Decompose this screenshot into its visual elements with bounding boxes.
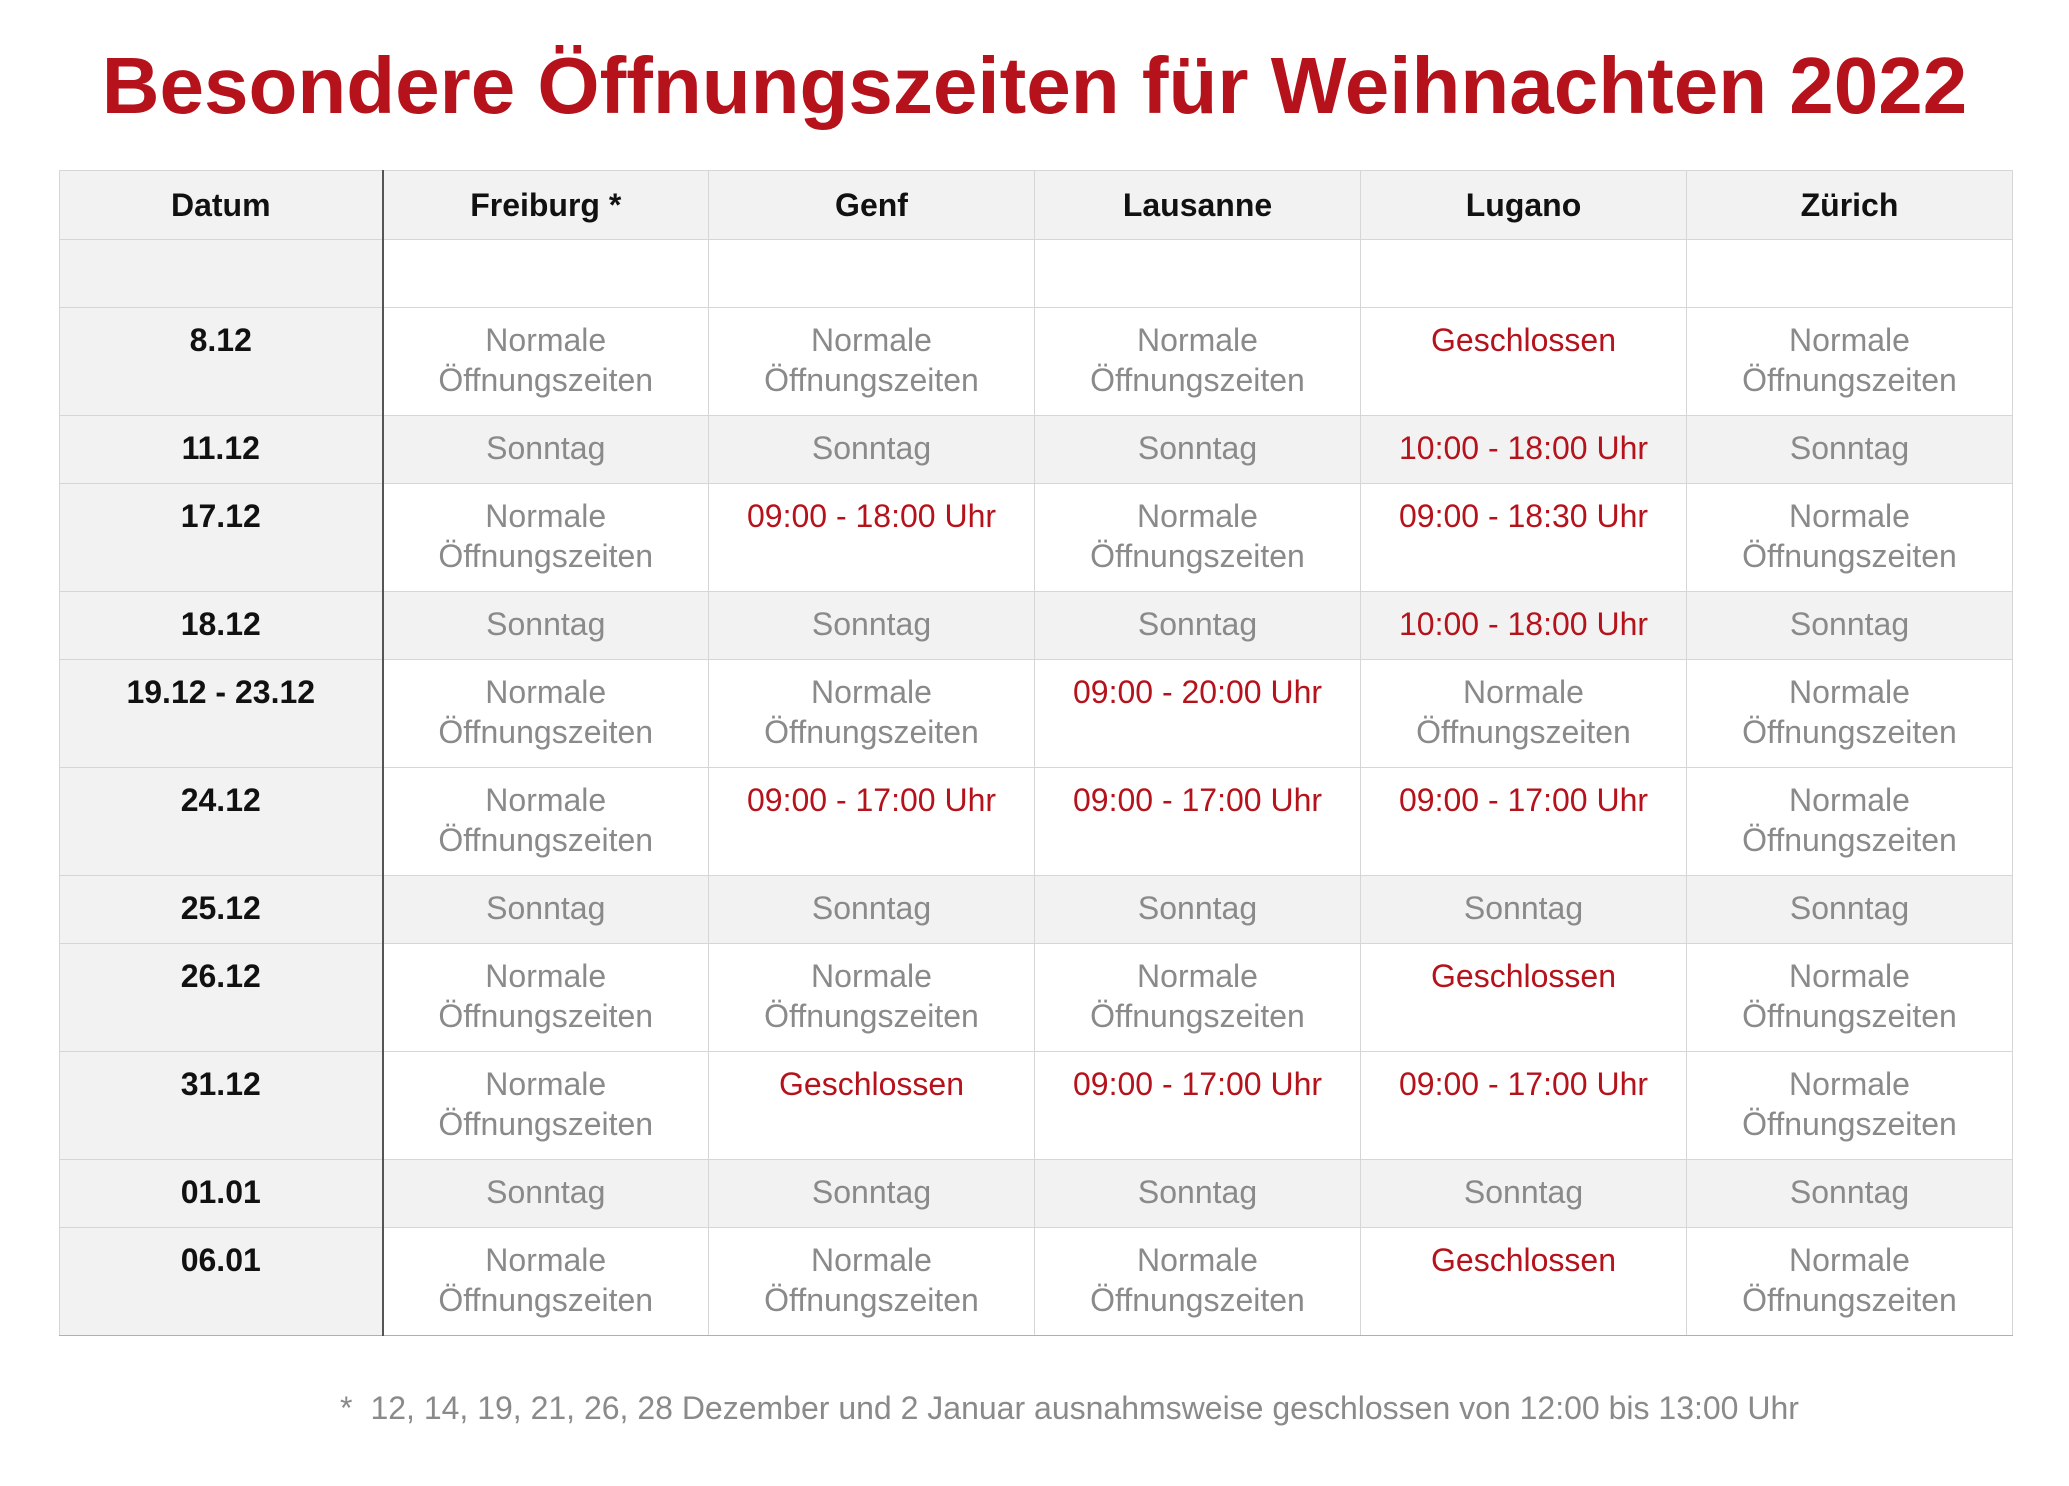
hours-cell-lausanne: Sonntag <box>1034 415 1361 484</box>
hours-cell-lausanne: 09:00 - 17:00 Uhr <box>1034 767 1361 876</box>
hours-cell-lugano: 09:00 - 17:00 Uhr <box>1360 767 1687 876</box>
hours-cell-zuerich: Normale Öffnungszeiten <box>1686 659 2013 768</box>
hours-cell-zuerich: Normale Öffnungszeiten <box>1686 307 2013 416</box>
empty-cell <box>1360 239 1687 308</box>
column-header-lugano: Lugano <box>1360 170 1687 240</box>
hours-cell-genf: Normale Öffnungszeiten <box>708 307 1035 416</box>
hours-cell-freiburg: Normale Öffnungszeiten <box>382 659 709 768</box>
hours-cell-zuerich: Normale Öffnungszeiten <box>1686 1051 2013 1160</box>
hours-cell-freiburg: Normale Öffnungszeiten <box>382 943 709 1052</box>
hours-cell-freiburg: Sonntag <box>382 875 709 944</box>
hours-cell-zuerich: Normale Öffnungszeiten <box>1686 1227 2013 1336</box>
hours-cell-zuerich: Sonntag <box>1686 591 2013 660</box>
column-header-date: Datum <box>59 170 384 240</box>
hours-cell-genf: Normale Öffnungszeiten <box>708 1227 1035 1336</box>
hours-cell-lausanne: 09:00 - 17:00 Uhr <box>1034 1051 1361 1160</box>
table-row: 25.12 Sonntag Sonntag Sonntag Sonntag Sonntag <box>59 875 2013 944</box>
opening-hours-table: Datum Freiburg * Genf Lausanne Lugano Zü… <box>59 170 2013 1336</box>
hours-cell-lugano: 09:00 - 17:00 Uhr <box>1360 1051 1687 1160</box>
hours-cell-lausanne: Normale Öffnungszeiten <box>1034 943 1361 1052</box>
date-cell: 24.12 <box>59 767 384 876</box>
hours-cell-lugano: Sonntag <box>1360 1159 1687 1228</box>
hours-cell-genf: Sonntag <box>708 1159 1035 1228</box>
hours-cell-lausanne: Sonntag <box>1034 1159 1361 1228</box>
hours-cell-genf: Normale Öffnungszeiten <box>708 659 1035 768</box>
hours-cell-lausanne: Normale Öffnungszeiten <box>1034 307 1361 416</box>
hours-cell-genf: Sonntag <box>708 415 1035 484</box>
hours-cell-freiburg: Normale Öffnungszeiten <box>382 483 709 592</box>
hours-cell-lugano: 09:00 - 18:30 Uhr <box>1360 483 1687 592</box>
hours-cell-lausanne: Normale Öffnungszeiten <box>1034 1227 1361 1336</box>
table-header-row: Datum Freiburg * Genf Lausanne Lugano Zü… <box>59 170 2013 240</box>
table-row: 06.01 Normale Öffnungszeiten Normale Öffnu… <box>59 1227 2013 1336</box>
empty-row <box>59 239 2013 308</box>
hours-cell-lugano: Geschlossen <box>1360 1227 1687 1336</box>
date-cell: 8.12 <box>59 307 384 416</box>
column-header-freiburg: Freiburg * <box>382 170 709 240</box>
hours-cell-freiburg: Sonntag <box>382 591 709 660</box>
hours-cell-lausanne: Sonntag <box>1034 591 1361 660</box>
hours-cell-lugano: Geschlossen <box>1360 943 1687 1052</box>
date-cell: 18.12 <box>59 591 384 660</box>
hours-cell-genf: Geschlossen <box>708 1051 1035 1160</box>
footnote-marker: * <box>340 1390 353 1426</box>
date-cell: 01.01 <box>59 1159 384 1228</box>
footnote-text: 12, 14, 19, 21, 26, 28 Dezember und 2 Ja… <box>370 1390 1799 1426</box>
date-cell: 19.12 - 23.12 <box>59 659 384 768</box>
table-row: 31.12 Normale Öffnungszeiten Geschlossen 09… <box>59 1051 2013 1160</box>
empty-cell <box>708 239 1035 308</box>
hours-cell-genf: Normale Öffnungszeiten <box>708 943 1035 1052</box>
date-cell: 17.12 <box>59 483 384 592</box>
hours-cell-lausanne: 09:00 - 20:00 Uhr <box>1034 659 1361 768</box>
table-row: 11.12 Sonntag Sonntag Sonntag 10:00 - 18:00 … <box>59 415 2013 484</box>
hours-cell-freiburg: Sonntag <box>382 1159 709 1228</box>
date-cell: 26.12 <box>59 943 384 1052</box>
hours-cell-lugano: Sonntag <box>1360 875 1687 944</box>
date-cell: 06.01 <box>59 1227 384 1336</box>
table-row: 26.12 Normale Öffnungszeiten Normale Öffnu… <box>59 943 2013 1052</box>
footnote: * 12, 14, 19, 21, 26, 28 Dezember und 2 J… <box>340 1390 1799 1427</box>
hours-cell-zuerich: Sonntag <box>1686 875 2013 944</box>
hours-cell-zuerich: Sonntag <box>1686 415 2013 484</box>
hours-cell-genf: Sonntag <box>708 875 1035 944</box>
column-header-zuerich: Zürich <box>1686 170 2013 240</box>
hours-cell-freiburg: Normale Öffnungszeiten <box>382 1051 709 1160</box>
table-row: 19.12 - 23.12 Normale Öffnungszeiten Norma… <box>59 659 2013 768</box>
table-row: 24.12 Normale Öffnungszeiten 09:00 - 17:00… <box>59 767 2013 876</box>
date-cell: 31.12 <box>59 1051 384 1160</box>
table-row: 01.01 Sonntag Sonntag Sonntag Sonntag Sonntag <box>59 1159 2013 1228</box>
date-cell: 25.12 <box>59 875 384 944</box>
hours-cell-zuerich: Normale Öffnungszeiten <box>1686 483 2013 592</box>
hours-cell-zuerich: Normale Öffnungszeiten <box>1686 943 2013 1052</box>
hours-cell-lausanne: Normale Öffnungszeiten <box>1034 483 1361 592</box>
page-title: Besondere Öffnungszeiten für Weihnachten… <box>101 41 1968 130</box>
hours-cell-freiburg: Normale Öffnungszeiten <box>382 767 709 876</box>
hours-cell-zuerich: Sonntag <box>1686 1159 2013 1228</box>
hours-cell-genf: 09:00 - 18:00 Uhr <box>708 483 1035 592</box>
date-cell: 11.12 <box>59 415 384 484</box>
column-header-genf: Genf <box>708 170 1035 240</box>
table-row: 18.12 Sonntag Sonntag Sonntag 10:00 - 18:00 … <box>59 591 2013 660</box>
hours-cell-zuerich: Normale Öffnungszeiten <box>1686 767 2013 876</box>
hours-cell-lugano: Geschlossen <box>1360 307 1687 416</box>
table-row: 8.12 Normale Öffnungszeiten Normale Öffnun… <box>59 307 2013 416</box>
empty-cell <box>1686 239 2013 308</box>
hours-cell-freiburg: Normale Öffnungszeiten <box>382 307 709 416</box>
hours-cell-freiburg: Normale Öffnungszeiten <box>382 1227 709 1336</box>
hours-cell-lugano: 10:00 - 18:00 Uhr <box>1360 591 1687 660</box>
hours-cell-lugano: Normale Öffnungszeiten <box>1360 659 1687 768</box>
hours-cell-lausanne: Sonntag <box>1034 875 1361 944</box>
hours-cell-genf: 09:00 - 17:00 Uhr <box>708 767 1035 876</box>
empty-cell <box>382 239 709 308</box>
column-header-lausanne: Lausanne <box>1034 170 1361 240</box>
empty-cell <box>1034 239 1361 308</box>
empty-cell <box>59 239 384 308</box>
table-row: 17.12 Normale Öffnungszeiten 09:00 - 18:00… <box>59 483 2013 592</box>
hours-cell-freiburg: Sonntag <box>382 415 709 484</box>
hours-cell-lugano: 10:00 - 18:00 Uhr <box>1360 415 1687 484</box>
hours-cell-genf: Sonntag <box>708 591 1035 660</box>
